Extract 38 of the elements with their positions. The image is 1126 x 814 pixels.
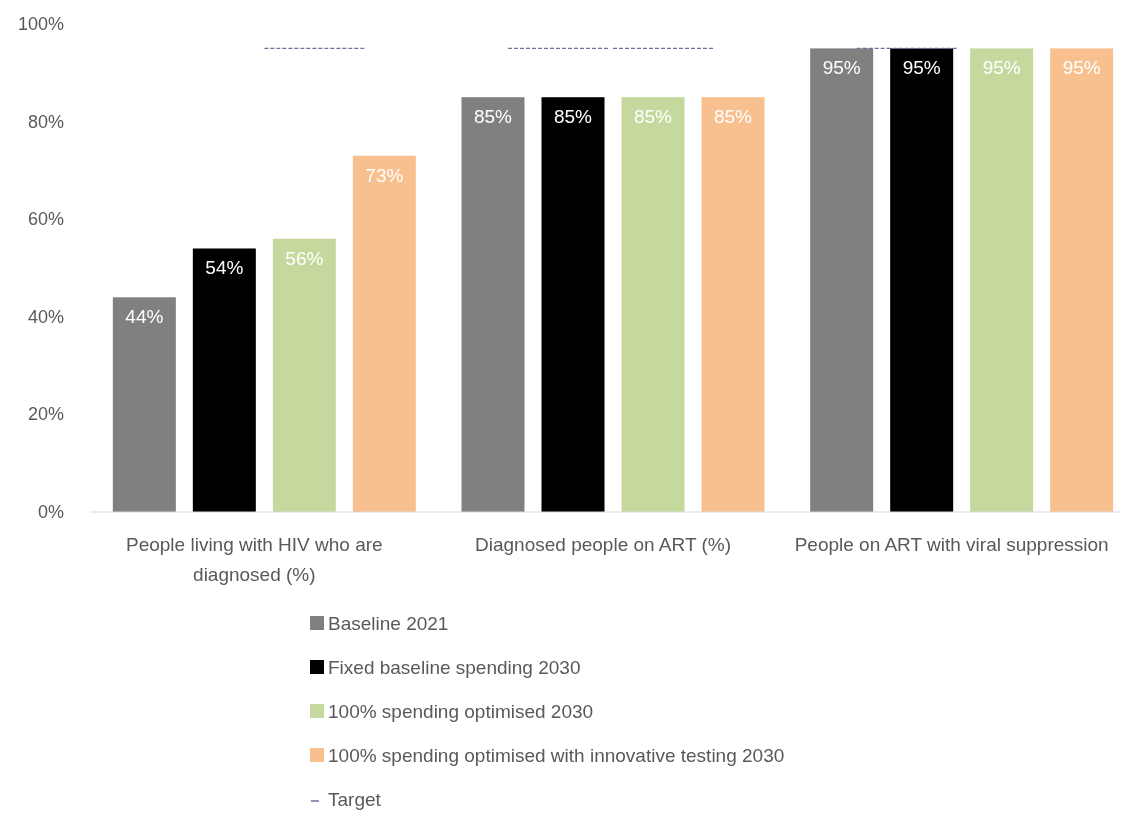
- bar: [970, 48, 1034, 512]
- bar: [701, 97, 765, 512]
- bar: [461, 97, 525, 512]
- bar: [621, 97, 685, 512]
- x-tick-label: People on ART with viral suppression: [794, 534, 1109, 555]
- bar: [541, 97, 605, 512]
- x-tick-label: People living with HIV who are diagnosed (%): [126, 534, 383, 585]
- x-tick-label: Diagnosed people on ART (%): [475, 534, 731, 555]
- y-tick-label: 100%: [17, 14, 64, 34]
- data-label: 95%: [822, 57, 861, 79]
- legend-label: Baseline 2021: [328, 613, 449, 634]
- y-tick-label: 40%: [27, 306, 64, 327]
- bar: [192, 248, 256, 512]
- data-label: 85%: [633, 106, 673, 128]
- data-label: 85%: [473, 106, 513, 128]
- data-label: 54%: [205, 257, 244, 279]
- bar: [810, 48, 874, 512]
- bar: [112, 297, 176, 512]
- data-label: 85%: [553, 106, 593, 128]
- data-label: 56%: [285, 247, 324, 269]
- data-label: 95%: [1062, 57, 1101, 79]
- bar: [272, 238, 336, 512]
- bar: [890, 48, 954, 512]
- data-label: 44%: [125, 306, 164, 328]
- y-tick-label: 20%: [27, 404, 64, 425]
- legend-label: Fixed baseline spending 2030: [328, 657, 581, 678]
- legend-label: Target: [328, 789, 382, 810]
- legend-label: 100% spending optimised 2030: [328, 701, 594, 722]
- legend-label: 100% spending optimised with innovative testing 2030: [328, 745, 785, 766]
- data-label: 95%: [902, 57, 941, 79]
- y-tick-label: 0%: [37, 502, 64, 522]
- data-label: 95%: [982, 57, 1021, 79]
- y-tick-label: 60%: [27, 209, 64, 230]
- bar: [1050, 48, 1114, 512]
- data-label: 73%: [365, 164, 404, 186]
- y-tick-label: 80%: [27, 111, 64, 132]
- data-label: 85%: [713, 106, 753, 128]
- bar: [352, 155, 416, 512]
